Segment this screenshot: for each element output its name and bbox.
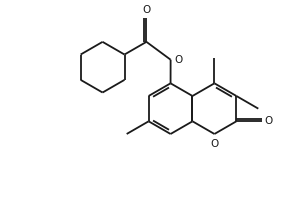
Text: O: O xyxy=(174,55,182,65)
Text: O: O xyxy=(142,5,151,15)
Text: O: O xyxy=(210,139,219,149)
Text: O: O xyxy=(264,116,272,126)
